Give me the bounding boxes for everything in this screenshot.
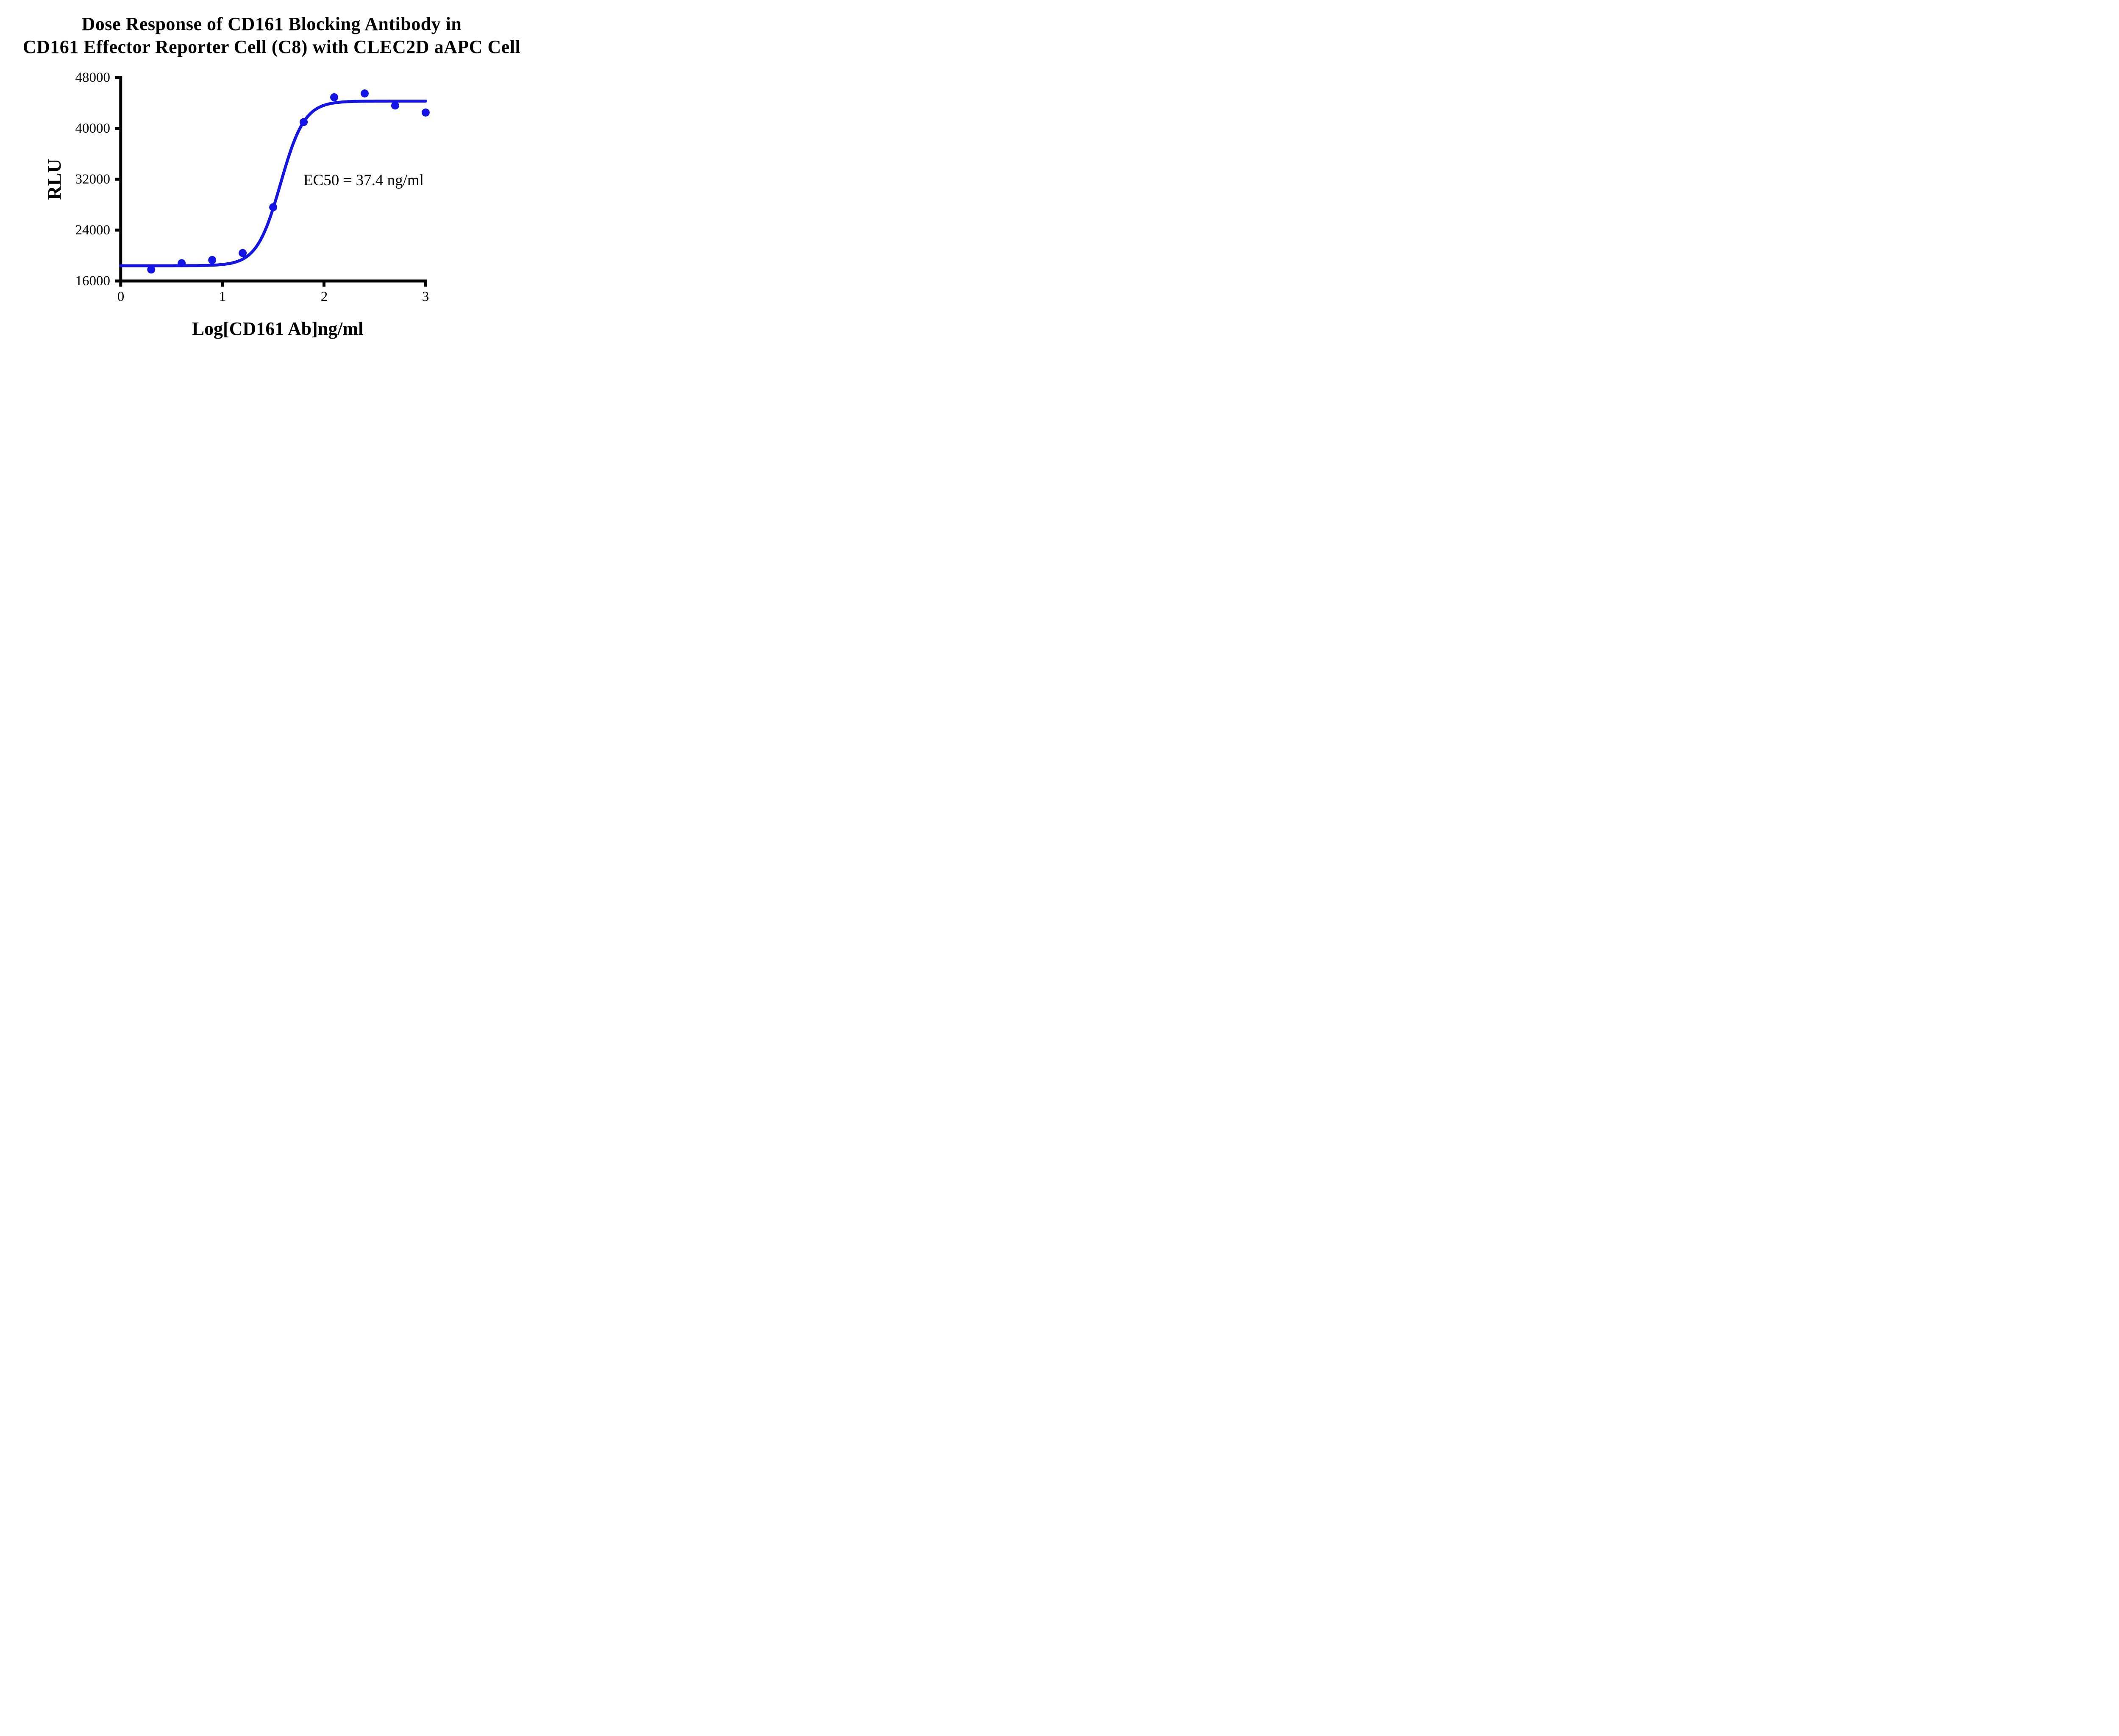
data-point xyxy=(239,249,247,257)
data-point xyxy=(300,118,308,126)
chart-plot-area xyxy=(115,76,430,287)
chart-title-line-2: CD161 Effector Reporter Cell (C8) with C… xyxy=(22,36,521,57)
x-tick-label-3: 3 xyxy=(422,289,429,304)
y-tick-label-16000: 16000 xyxy=(75,273,111,289)
chart-title: Dose Response of CD161 Blocking Antibody… xyxy=(4,13,539,58)
x-tick-label-0: 0 xyxy=(117,289,125,304)
y-tick-label-48000: 48000 xyxy=(75,70,111,85)
data-point xyxy=(178,259,186,267)
x-tick-label-2: 2 xyxy=(320,289,328,304)
data-point xyxy=(330,93,338,101)
data-point xyxy=(208,256,217,264)
y-tick-label-32000: 32000 xyxy=(75,172,111,187)
y-tick-label-24000: 24000 xyxy=(75,223,111,238)
dose-response-figure: Dose Response of CD161 Blocking Antibody… xyxy=(0,0,542,347)
x-axis-label: Log[CD161 Ab]ng/ml xyxy=(192,318,364,339)
y-tick-label-40000: 40000 xyxy=(75,121,111,136)
data-point xyxy=(269,203,278,211)
ec50-annotation: EC50 = 37.4 ng/ml xyxy=(303,172,424,189)
data-point xyxy=(421,108,430,117)
data-point xyxy=(361,89,369,97)
data-point xyxy=(391,101,399,110)
chart-title-line-1: Dose Response of CD161 Blocking Antibody… xyxy=(81,14,462,34)
data-point xyxy=(147,265,156,274)
x-tick-label-1: 1 xyxy=(219,289,226,304)
